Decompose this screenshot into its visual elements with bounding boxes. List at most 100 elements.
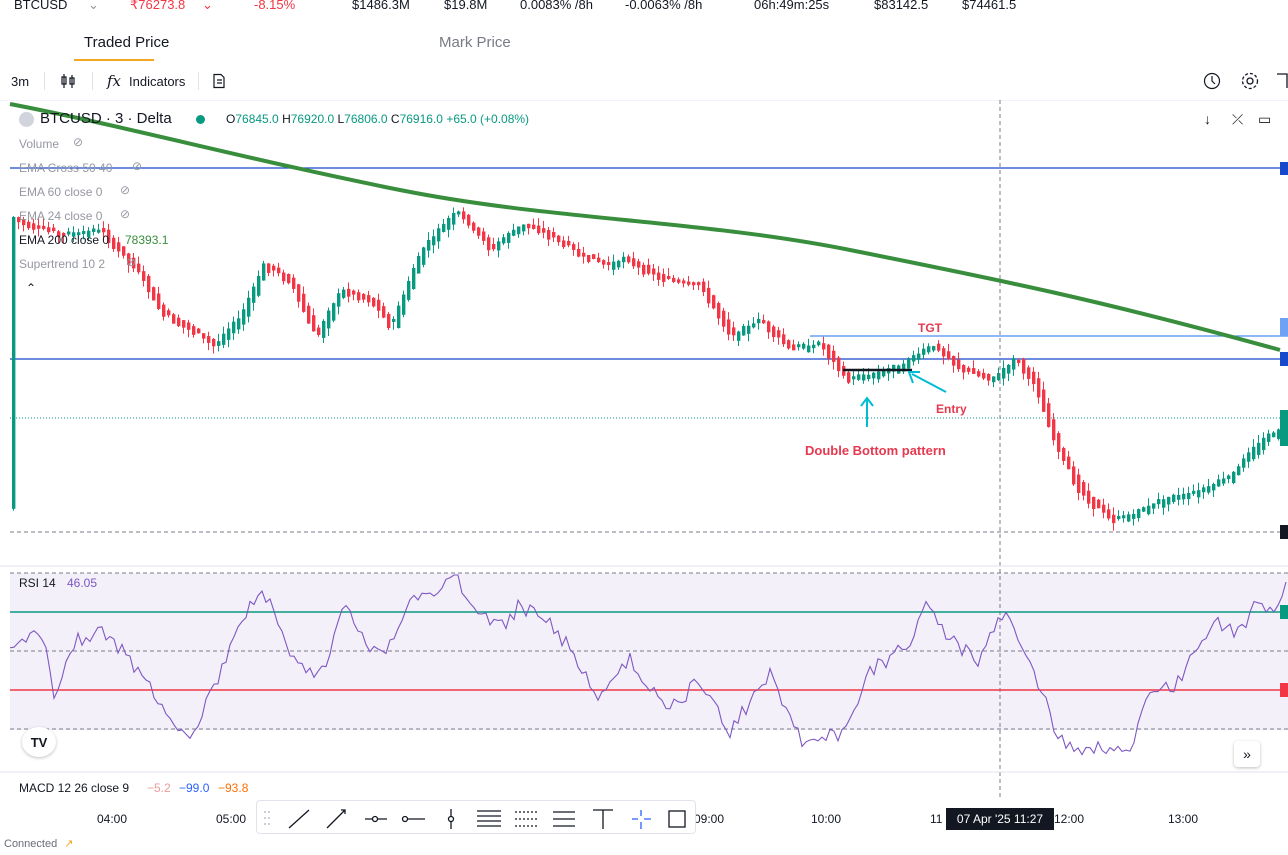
candle-down[interactable] xyxy=(127,253,131,265)
candle-up[interactable] xyxy=(82,231,86,235)
candle-down[interactable] xyxy=(167,310,171,316)
legend-ema-24[interactable]: EMA 24 close 0 xyxy=(19,209,103,223)
candle-down[interactable] xyxy=(767,321,771,333)
candle-down[interactable] xyxy=(662,274,666,282)
candle-down[interactable] xyxy=(677,279,681,283)
candle-down[interactable] xyxy=(632,258,636,267)
candle-up[interactable] xyxy=(992,376,996,383)
candle-down[interactable] xyxy=(1047,403,1051,427)
candle-down[interactable] xyxy=(157,293,161,309)
candle-down[interactable] xyxy=(132,257,136,269)
candle-down[interactable] xyxy=(362,293,366,300)
candle-down[interactable] xyxy=(142,271,146,281)
candlestick-series[interactable] xyxy=(12,207,1286,531)
candle-up[interactable] xyxy=(997,373,1001,381)
candle-down[interactable] xyxy=(1077,474,1081,493)
candle-down[interactable] xyxy=(837,357,841,372)
candle-down[interactable] xyxy=(202,333,206,339)
candle-down[interactable] xyxy=(937,343,941,351)
candle-up[interactable] xyxy=(1142,507,1146,512)
parallel-channel-icon[interactable] xyxy=(477,810,501,827)
candle-down[interactable] xyxy=(952,356,956,366)
candle-down[interactable] xyxy=(627,256,631,263)
candle-down[interactable] xyxy=(707,287,711,304)
candle-up[interactable] xyxy=(1187,492,1191,500)
candle-down[interactable] xyxy=(37,225,41,229)
candle-up[interactable] xyxy=(917,353,921,360)
candle-down[interactable] xyxy=(472,222,476,231)
candle-up[interactable] xyxy=(422,247,426,265)
candle-down[interactable] xyxy=(377,299,381,311)
candle-up[interactable] xyxy=(262,263,266,281)
candle-down[interactable] xyxy=(152,287,156,301)
candle-down[interactable] xyxy=(582,252,586,257)
candle-down[interactable] xyxy=(182,320,186,328)
candle-down[interactable] xyxy=(982,372,986,379)
macd-legend-label[interactable]: MACD 12 26 close 9 xyxy=(19,781,130,795)
candle-down[interactable] xyxy=(782,334,786,345)
candle-down[interactable] xyxy=(967,367,971,372)
candle-up[interactable] xyxy=(797,344,801,348)
candle-up[interactable] xyxy=(407,280,411,300)
candle-down[interactable] xyxy=(1072,466,1076,485)
candle-up[interactable] xyxy=(402,294,406,315)
candle-up[interactable] xyxy=(1267,433,1271,442)
entry-label[interactable]: Entry xyxy=(936,402,967,416)
candle-down[interactable] xyxy=(1087,490,1091,504)
candle-type-icon[interactable] xyxy=(59,62,77,100)
alert-clock-icon[interactable] xyxy=(1202,62,1222,100)
candle-up[interactable] xyxy=(442,223,446,233)
candle-down[interactable] xyxy=(282,272,286,282)
candle-down[interactable] xyxy=(487,237,491,251)
candle-up[interactable] xyxy=(252,286,256,303)
candle-down[interactable] xyxy=(1057,433,1061,452)
candle-up[interactable] xyxy=(622,256,626,263)
candle-down[interactable] xyxy=(1112,514,1116,524)
candle-up[interactable] xyxy=(417,256,421,274)
collapse-legend-icon[interactable]: ⌃ xyxy=(26,281,37,295)
candle-down[interactable] xyxy=(527,223,531,229)
candle-up[interactable] xyxy=(1012,358,1016,370)
candle-down[interactable] xyxy=(1062,447,1066,461)
trend-line-icon[interactable] xyxy=(288,809,310,829)
candle-up[interactable] xyxy=(912,355,916,362)
candle-up[interactable] xyxy=(242,309,246,325)
crosshair-tool-icon[interactable] xyxy=(632,810,651,829)
candle-down[interactable] xyxy=(107,229,111,244)
candle-down[interactable] xyxy=(1107,509,1111,519)
candle-up[interactable] xyxy=(617,260,621,268)
candle-down[interactable] xyxy=(942,348,946,357)
candle-down[interactable] xyxy=(762,319,766,324)
candle-up[interactable] xyxy=(802,343,806,349)
candle-up[interactable] xyxy=(1192,490,1196,494)
interval-button[interactable]: 3m xyxy=(11,73,30,89)
candle-down[interactable] xyxy=(717,303,721,319)
candle-up[interactable] xyxy=(1152,503,1156,509)
legend-ema-200[interactable]: EMA 200 close 0 xyxy=(19,233,110,247)
external-link-icon[interactable]: ↗ xyxy=(64,838,74,850)
candle-up[interactable] xyxy=(397,305,401,329)
candle-up[interactable] xyxy=(1277,429,1281,439)
candle-down[interactable] xyxy=(197,328,201,334)
legend-supertrend[interactable]: Supertrend 10 2 xyxy=(19,257,106,271)
candle-up[interactable] xyxy=(522,224,526,232)
legend-volume[interactable]: Volume xyxy=(19,137,60,151)
candle-down[interactable] xyxy=(382,306,386,318)
candle-down[interactable] xyxy=(17,217,21,223)
tab-traded-price[interactable]: Traded Price xyxy=(84,34,170,51)
eye-off-icon[interactable]: ⊘ xyxy=(73,135,84,149)
candle-up[interactable] xyxy=(87,230,91,238)
candle-down[interactable] xyxy=(532,224,536,229)
candle-up[interactable] xyxy=(1157,499,1161,505)
candle-down[interactable] xyxy=(122,246,126,256)
collapse-icon[interactable]: ⤫ xyxy=(1232,111,1244,127)
candle-down[interactable] xyxy=(692,282,696,286)
candle-down[interactable] xyxy=(482,231,486,241)
candle-down[interactable] xyxy=(1097,499,1101,509)
candle-down[interactable] xyxy=(287,274,291,284)
candle-down[interactable] xyxy=(587,255,591,262)
tab-mark-price[interactable]: Mark Price xyxy=(439,34,511,51)
candle-up[interactable] xyxy=(332,303,336,321)
legend-ema-60[interactable]: EMA 60 close 0 xyxy=(19,185,103,199)
candle-up[interactable] xyxy=(1232,471,1236,484)
